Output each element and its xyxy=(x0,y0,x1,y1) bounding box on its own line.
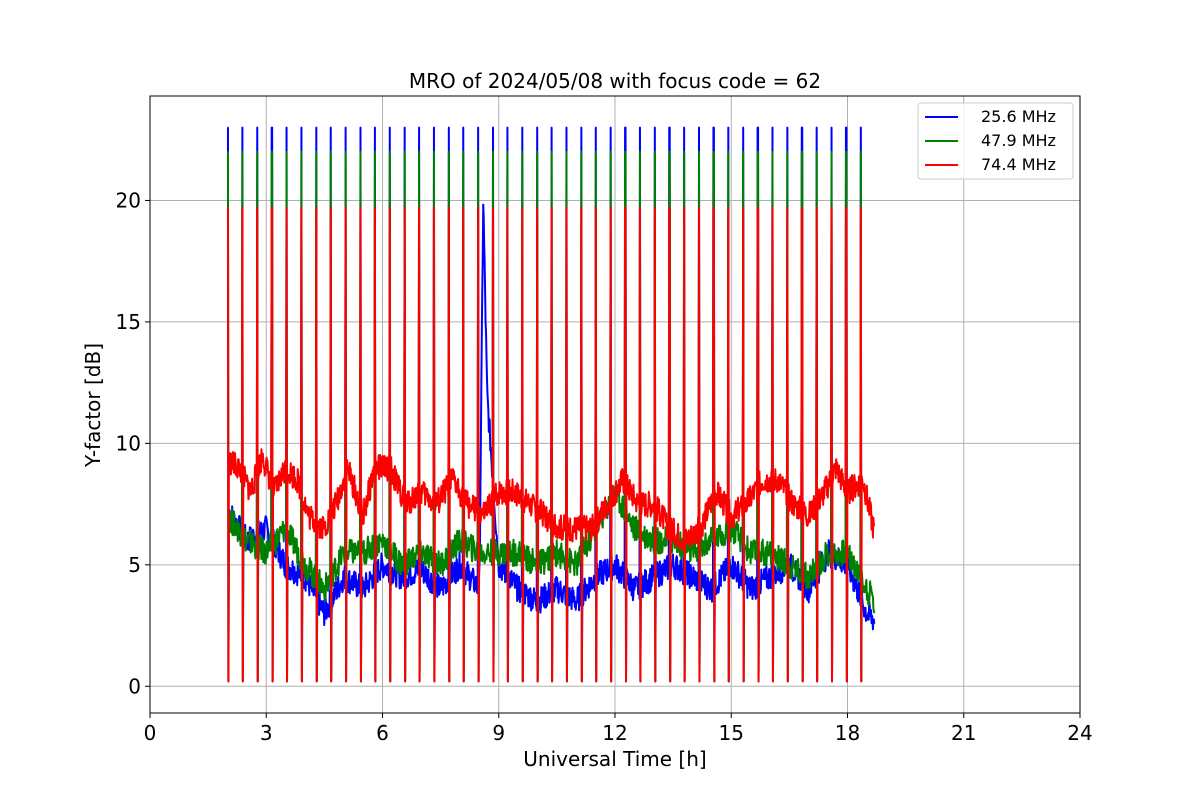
series-3 xyxy=(226,206,876,683)
x-tick-label: 12 xyxy=(602,721,627,745)
x-tick-label: 18 xyxy=(835,721,860,745)
series-line xyxy=(226,150,876,683)
y-axis-label: Y-factor [dB] xyxy=(81,343,105,468)
chart-title: MRO of 2024/05/08 with focus code = 62 xyxy=(409,69,821,93)
y-tick-label: 0 xyxy=(128,674,141,698)
x-tick-label: 9 xyxy=(492,721,505,745)
y-tick-label: 10 xyxy=(116,431,141,455)
y-tick-label: 20 xyxy=(116,188,141,212)
series-2 xyxy=(226,150,876,683)
series-layer xyxy=(226,126,876,683)
legend-box xyxy=(917,102,1074,180)
x-tick-label: 24 xyxy=(1067,721,1092,745)
grid xyxy=(149,96,1081,713)
legend-label: 74.4 MHz xyxy=(981,155,1056,174)
x-tick-label: 15 xyxy=(719,721,744,745)
legend-label: 47.9 MHz xyxy=(981,131,1056,150)
legend-label: 25.6 MHz xyxy=(981,107,1056,126)
series-line xyxy=(226,206,876,683)
x-tick-label: 3 xyxy=(260,721,273,745)
legend: 25.6 MHz 47.9 MHz 74.4 MHz xyxy=(917,102,1074,180)
y-tick-label: 15 xyxy=(116,310,141,334)
ticks: 0 3 6 9 12 15 18 21 24 0 5 10 15 20 xyxy=(116,188,1093,745)
x-tick-label: 21 xyxy=(951,721,976,745)
series-1 xyxy=(226,126,876,683)
x-tick-label: 0 xyxy=(144,721,157,745)
x-axis-label: Universal Time [h] xyxy=(523,747,706,771)
series-line xyxy=(226,126,876,683)
x-tick-label: 6 xyxy=(376,721,389,745)
y-tick-label: 5 xyxy=(128,553,141,577)
